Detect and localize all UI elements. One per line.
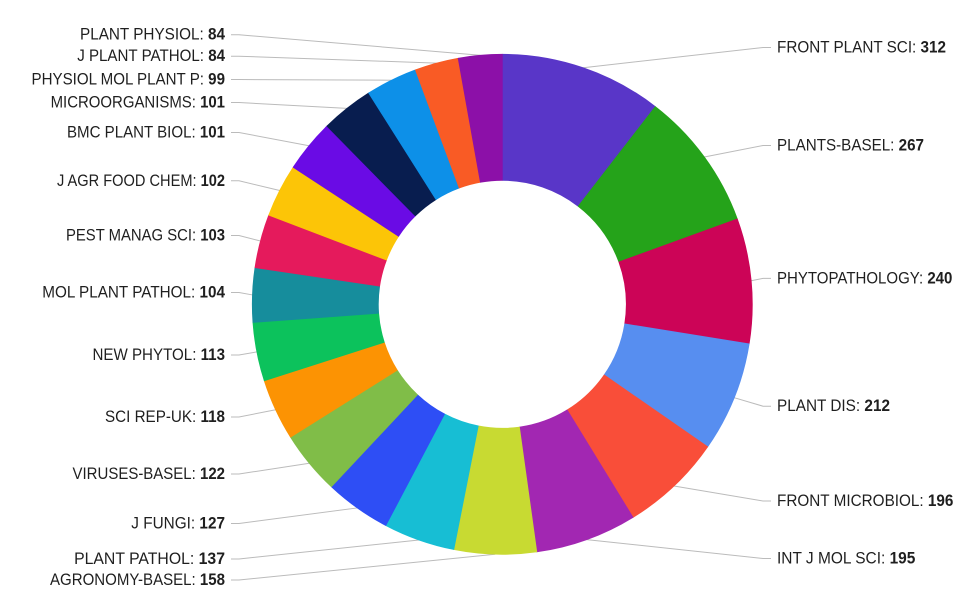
svg-text:PLANT PHYSIOL: 84: PLANT PHYSIOL: 84 xyxy=(80,26,226,44)
svg-text:PLANT DIS: 212: PLANT DIS: 212 xyxy=(777,397,890,415)
svg-text:NEW PHYTOL: 113: NEW PHYTOL: 113 xyxy=(93,346,226,364)
svg-text:SCI REP-UK: 118: SCI REP-UK: 118 xyxy=(105,408,225,426)
svg-text:PHYTOPATHOLOGY: 240: PHYTOPATHOLOGY: 240 xyxy=(777,269,952,287)
svg-text:MOL PLANT PATHOL: 104: MOL PLANT PATHOL: 104 xyxy=(42,284,225,302)
svg-text:AGRONOMY-BASEL: 158: AGRONOMY-BASEL: 158 xyxy=(50,571,225,589)
svg-text:PLANT PATHOL: 137: PLANT PATHOL: 137 xyxy=(74,550,225,568)
svg-text:J AGR FOOD CHEM: 102: J AGR FOOD CHEM: 102 xyxy=(57,172,225,190)
svg-text:FRONT MICROBIOL: 196: FRONT MICROBIOL: 196 xyxy=(777,492,953,510)
svg-text:INT J MOL SCI: 195: INT J MOL SCI: 195 xyxy=(777,550,915,568)
svg-text:FRONT PLANT SCI: 312: FRONT PLANT SCI: 312 xyxy=(777,39,946,57)
svg-text:PEST MANAG SCI: 103: PEST MANAG SCI: 103 xyxy=(66,227,225,245)
svg-text:J PLANT PATHOL: 84: J PLANT PATHOL: 84 xyxy=(77,47,226,65)
svg-text:BMC PLANT BIOL: 101: BMC PLANT BIOL: 101 xyxy=(67,124,225,142)
svg-text:PHYSIOL MOL PLANT P: 99: PHYSIOL MOL PLANT P: 99 xyxy=(32,71,226,89)
svg-text:MICROORGANISMS: 101: MICROORGANISMS: 101 xyxy=(51,94,225,112)
svg-text:VIRUSES-BASEL: 122: VIRUSES-BASEL: 122 xyxy=(73,465,226,483)
svg-text:PLANTS-BASEL: 267: PLANTS-BASEL: 267 xyxy=(777,137,924,155)
svg-text:J FUNGI: 127: J FUNGI: 127 xyxy=(131,515,225,533)
